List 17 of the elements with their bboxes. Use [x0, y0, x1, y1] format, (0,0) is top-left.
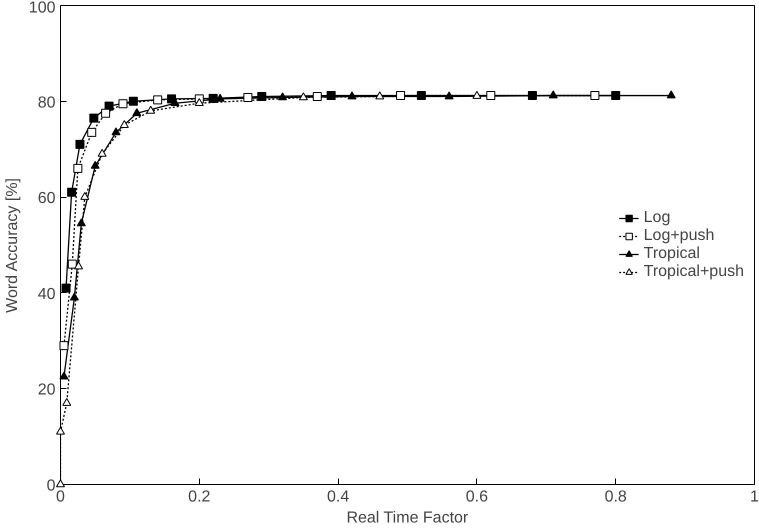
x-tick-label: 0.4: [326, 488, 350, 506]
y-tick-label: 60: [38, 190, 56, 208]
y-axis-title: Word Accuracy [%]: [4, 178, 21, 313]
y-tick-label: 0: [46, 478, 56, 494]
x-tick-label: 0.8: [604, 488, 627, 506]
y-tick-label: 20: [38, 382, 56, 399]
y-tick-label: 100: [28, 0, 56, 16]
x-tick-label: 1: [750, 488, 759, 506]
x-tick-label: 0.2: [188, 488, 211, 506]
y-tick-label: 80: [38, 94, 56, 112]
legend-label: Log+push: [644, 226, 714, 244]
legend-label: Tropical: [644, 244, 700, 262]
x-axis-title: Real Time Factor: [346, 510, 469, 526]
y-tick-label: 40: [38, 286, 56, 303]
legend-label: Log: [644, 208, 670, 226]
x-tick-label: 0.6: [466, 488, 488, 506]
legend-label: Tropical+push: [644, 262, 744, 280]
